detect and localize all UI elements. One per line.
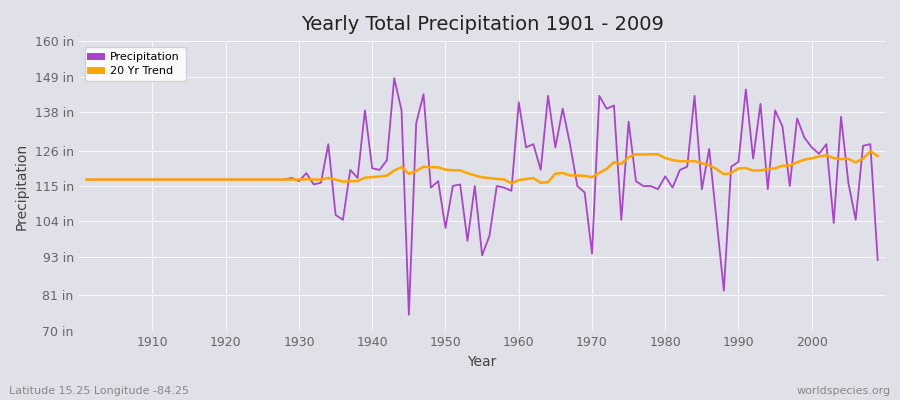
Precipitation — [521, 145, 532, 150]
Legend: Precipitation, 20 Yr Trend: Precipitation, 20 Yr Trend — [85, 47, 185, 81]
20 Yr Trend — [513, 178, 524, 182]
Precipitation — [389, 76, 400, 80]
Y-axis label: Precipitation: Precipitation — [15, 142, 29, 230]
20 Yr Trend — [301, 177, 311, 182]
Precipitation — [301, 171, 311, 176]
Precipitation — [81, 177, 92, 182]
Text: worldspecies.org: worldspecies.org — [796, 386, 891, 396]
Line: Precipitation: Precipitation — [86, 78, 878, 315]
Precipitation — [403, 312, 414, 317]
Precipitation — [345, 168, 356, 172]
Precipitation — [140, 177, 150, 182]
20 Yr Trend — [81, 177, 92, 182]
Line: 20 Yr Trend: 20 Yr Trend — [86, 151, 878, 184]
Precipitation — [528, 142, 539, 146]
Title: Yearly Total Precipitation 1901 - 2009: Yearly Total Precipitation 1901 - 2009 — [301, 15, 663, 34]
20 Yr Trend — [608, 160, 619, 164]
20 Yr Trend — [345, 179, 356, 184]
20 Yr Trend — [521, 176, 532, 181]
20 Yr Trend — [865, 149, 876, 154]
Precipitation — [872, 258, 883, 262]
20 Yr Trend — [140, 177, 150, 182]
20 Yr Trend — [506, 181, 517, 186]
X-axis label: Year: Year — [467, 355, 497, 369]
Text: Latitude 15.25 Longitude -84.25: Latitude 15.25 Longitude -84.25 — [9, 386, 189, 396]
Precipitation — [616, 218, 626, 222]
20 Yr Trend — [872, 154, 883, 158]
